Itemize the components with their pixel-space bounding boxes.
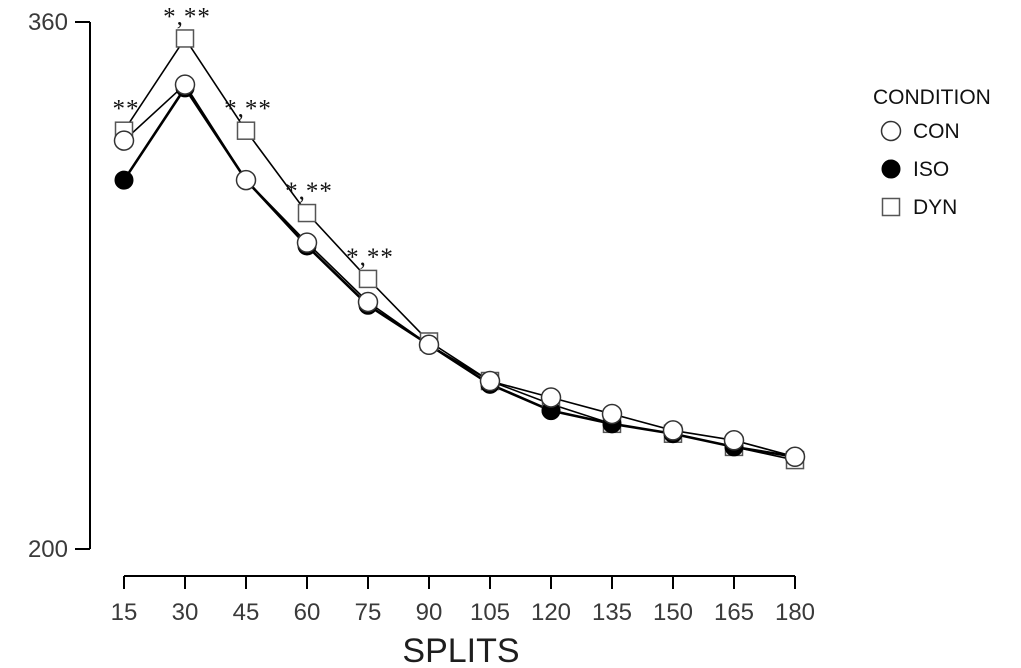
x-tick-label: 45 (233, 599, 260, 626)
data-point-con (357, 291, 379, 313)
significance-annotation: *,** (346, 244, 394, 271)
data-point-con (113, 130, 135, 151)
data-point-con (479, 370, 501, 392)
data-point-con (296, 232, 318, 253)
legend-label-iso: ISO (913, 158, 949, 181)
x-tick-label: 120 (531, 599, 571, 626)
legend-label-con: CON (913, 120, 960, 143)
axes: 200 360 15 30 45 60 75 90 105 120 135 150 165 180 (28, 9, 815, 626)
data-point-con (784, 446, 806, 468)
data-point-con (723, 430, 745, 451)
data-point-iso (114, 170, 134, 190)
legend-marker-con (880, 120, 902, 142)
data-point-dyn (236, 121, 256, 140)
series-lines (122, 37, 796, 461)
data-point-con (174, 74, 196, 95)
data-point-con (662, 420, 684, 441)
y-tick-label: 360 (28, 9, 68, 36)
legend-label-dyn: DYN (913, 196, 957, 219)
x-tick-label: 180 (775, 599, 815, 626)
x-tick-label: 15 (111, 599, 138, 626)
data-point-con (601, 403, 623, 425)
x-tick-label: 150 (653, 599, 693, 626)
data-point-con (235, 169, 257, 191)
series-line-con (123, 83, 796, 458)
data-point-dyn (358, 269, 378, 289)
y-tick-label: 200 (28, 536, 68, 563)
x-tick-label: 135 (592, 599, 632, 626)
data-point-dyn (297, 203, 317, 223)
x-tick-label: 90 (416, 599, 443, 626)
series-line-iso (122, 85, 796, 459)
data-point-dyn (175, 29, 195, 48)
legend-marker-iso (881, 159, 901, 179)
data-point-con (540, 387, 562, 408)
significance-annotation: *,** (224, 96, 272, 123)
x-axis-title: SPLITS (402, 632, 519, 668)
x-tick-label: 105 (470, 599, 510, 626)
x-tick-label: 60 (294, 599, 321, 626)
series-markers (113, 29, 806, 470)
legend-title: CONDITION (873, 86, 991, 109)
x-tick-label: 30 (172, 599, 199, 626)
data-point-con (418, 334, 440, 356)
x-tick-label: 75 (355, 599, 382, 626)
significance-annotations: ** *,** *,** *,** *,** (113, 3, 394, 271)
significance-annotation: ** (113, 96, 140, 123)
legend: CONDITION CON ISO DYN (873, 86, 991, 219)
significance-annotation: *,** (285, 178, 333, 205)
x-tick-label: 165 (714, 599, 754, 626)
legend-marker-dyn (881, 197, 901, 217)
significance-annotation: *,** (163, 3, 211, 30)
